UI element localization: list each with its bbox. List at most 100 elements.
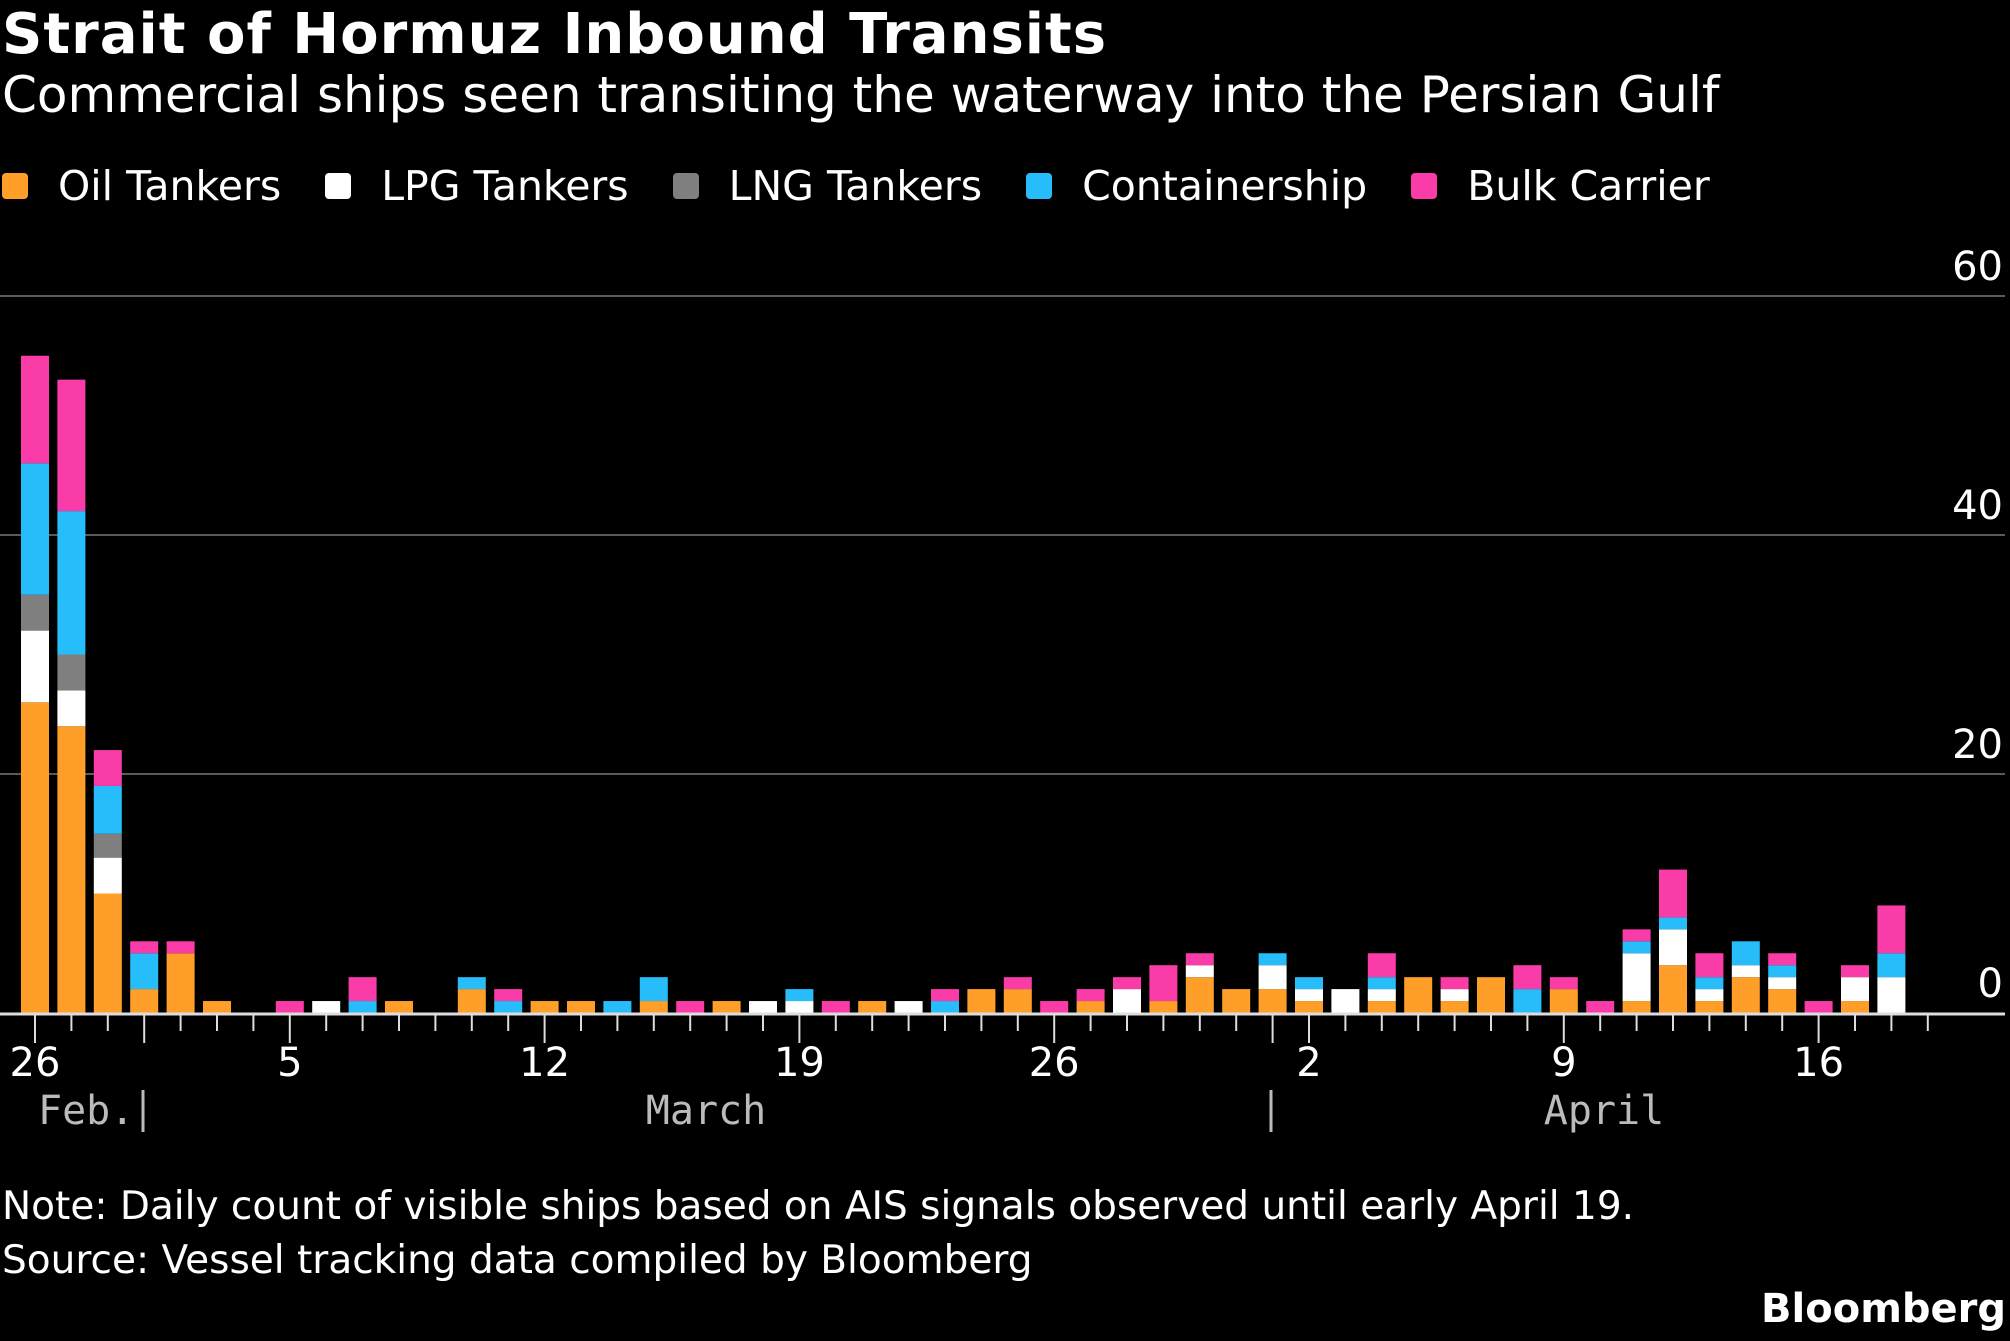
bar-segment <box>1367 953 1396 978</box>
bar-segment <box>57 654 86 691</box>
bar-segment <box>1295 1001 1323 1013</box>
bar-segment <box>93 833 122 858</box>
bar-segment <box>21 463 49 595</box>
bar-segment <box>931 1001 959 1013</box>
bar-segment <box>1367 1001 1396 1013</box>
bar-segment <box>894 1001 923 1013</box>
bar-segment <box>1258 965 1287 990</box>
bar-segment <box>1841 977 1869 1002</box>
bar-segment <box>166 953 195 1013</box>
x-tick-label: 16 <box>1793 1040 1844 1086</box>
bar-segment <box>1367 989 1396 1002</box>
bar-segment <box>1149 965 1178 1002</box>
month-label: March <box>646 1088 766 1134</box>
legend-item: LPG Tankers <box>325 162 629 210</box>
bar-segment <box>1258 989 1287 1013</box>
bar-segment <box>1185 965 1214 978</box>
bar-segment <box>1040 1001 1069 1013</box>
legend-label: LNG Tankers <box>728 162 983 210</box>
bar-segment <box>57 511 86 655</box>
bar-segment <box>1295 977 1323 990</box>
bar-segment <box>348 977 377 1002</box>
chart-subtitle: Commercial ships seen transiting the wat… <box>2 66 1720 124</box>
x-tick-label: 26 <box>1029 1040 1080 1086</box>
bar-segment <box>639 977 668 1002</box>
legend-item: Containership <box>1026 162 1367 210</box>
bar-segment <box>1877 953 1906 978</box>
bar-segment <box>1622 953 1651 1002</box>
legend-swatch <box>1411 173 1438 199</box>
chart-title: Strait of Hormuz Inbound Transits <box>2 2 1108 67</box>
bar-segment <box>1185 977 1214 1013</box>
bar-segment <box>494 989 523 1002</box>
bar-segment <box>130 941 159 954</box>
chart-source: Source: Vessel tracking data compiled by… <box>2 1238 1033 1283</box>
bar-segment <box>312 1001 341 1013</box>
y-tick-label: 40 <box>1952 483 2003 529</box>
bar-segment <box>1185 953 1214 966</box>
bar-segment <box>21 594 49 631</box>
bar-segment <box>1549 989 1578 1013</box>
bar-segment <box>785 989 814 1002</box>
month-label: April <box>1544 1088 1664 1134</box>
bar-segment <box>494 1001 523 1013</box>
bar-segment <box>1768 965 1797 978</box>
y-tick-label: 20 <box>1952 722 2003 768</box>
bar-segment <box>821 1001 850 1013</box>
bar-segment <box>275 1001 304 1013</box>
bar-segment <box>1877 977 1906 1013</box>
month-label: Feb. <box>38 1088 134 1134</box>
bar-segment <box>57 690 86 727</box>
bar-segment <box>1695 977 1724 990</box>
bar-segment <box>676 1001 705 1013</box>
chart-note: Note: Daily count of visible ships based… <box>2 1184 1635 1229</box>
y-tick-label: 0 <box>1978 961 2003 1007</box>
legend-swatch <box>2 173 28 199</box>
x-tick-label: 26 <box>10 1040 61 1086</box>
legend-item: Bulk Carrier <box>1411 162 1710 210</box>
bar-segment <box>21 355 49 464</box>
bar-segment <box>130 989 159 1013</box>
bar-segment <box>858 1001 887 1013</box>
bar-segment <box>712 1001 741 1013</box>
bar-segment <box>1659 929 1687 966</box>
bar-segment <box>93 785 122 834</box>
bar-segment <box>1113 977 1141 990</box>
bar-segment <box>93 857 122 894</box>
bar-segment <box>1513 989 1542 1013</box>
bar-segment <box>1295 989 1323 1002</box>
bar-segment <box>1659 869 1687 918</box>
bar-segment <box>1440 1001 1469 1013</box>
bar-segment <box>93 750 122 786</box>
bar-segment <box>1258 953 1287 966</box>
bar-segment <box>1076 1001 1105 1013</box>
bar-segment <box>457 989 486 1013</box>
bar-segment <box>1440 989 1469 1002</box>
legend: Oil Tankers LPG Tankers LNG Tankers Contain… <box>2 162 1754 210</box>
bar-segment <box>1404 977 1433 1013</box>
bar-segment <box>203 1001 231 1013</box>
bar-segment <box>567 1001 595 1013</box>
bar-segment <box>457 977 486 990</box>
bar-segment <box>1731 965 1760 978</box>
x-tick-label: 9 <box>1551 1040 1576 1086</box>
legend-item: LNG Tankers <box>672 162 983 210</box>
bar-segment <box>1076 989 1105 1002</box>
bar-segment <box>1841 965 1869 978</box>
bar-segment <box>1003 977 1032 990</box>
legend-label: LPG Tankers <box>381 162 629 210</box>
bar-segment <box>1622 1001 1651 1013</box>
bar-segment <box>530 1001 559 1013</box>
bar-segment <box>1440 977 1469 990</box>
bar-segment <box>1695 1001 1724 1013</box>
bar-segment <box>1659 965 1687 1013</box>
bar-segment <box>1877 905 1906 954</box>
bar-segment <box>1331 989 1360 1013</box>
legend-swatch <box>1026 173 1053 199</box>
bar-segment <box>1149 1001 1178 1013</box>
bar-segment <box>57 379 86 512</box>
bar-segment <box>1622 941 1651 954</box>
bar-segment <box>57 726 86 1013</box>
x-tick-label: 12 <box>519 1040 570 1086</box>
